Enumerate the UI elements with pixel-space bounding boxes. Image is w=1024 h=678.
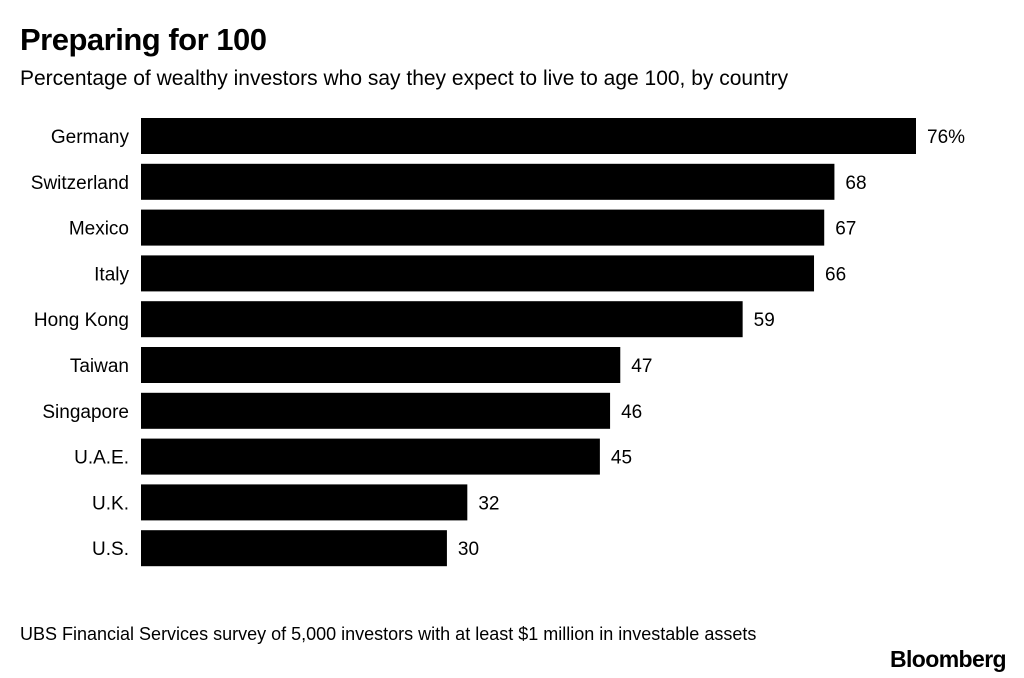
value-label: 59 [754, 310, 775, 331]
value-label: 45 [611, 448, 632, 469]
category-label: U.A.E. [74, 448, 129, 469]
bar-u-k [141, 484, 468, 521]
bar-mexico [141, 209, 825, 246]
value-label: 47 [631, 356, 652, 377]
category-label: Mexico [69, 219, 129, 240]
category-label: U.S. [92, 539, 129, 560]
bar-germany [141, 118, 916, 154]
value-label: 30 [458, 539, 479, 560]
bar-chart: Germany 76% Switzerland 68 Mexico 67 Italy 66 Ho… [31, 118, 965, 567]
value-label: 46 [621, 402, 642, 423]
bar-switzerland [141, 163, 835, 200]
bar-u-s [141, 530, 447, 567]
value-label: 66 [825, 264, 846, 285]
value-label: 68 [845, 173, 866, 194]
chart-subtitle: Percentage of wealthy investors who say … [20, 67, 789, 90]
bar-hong-kong [141, 301, 743, 338]
bar-italy [141, 255, 815, 292]
category-label: U.K. [92, 493, 129, 514]
value-label: 76% [927, 127, 965, 148]
category-label: Germany [51, 127, 130, 148]
value-label: 32 [478, 493, 499, 514]
category-label: Singapore [42, 402, 129, 423]
source-note: UBS Financial Services survey of 5,000 i… [20, 624, 757, 644]
category-label: Hong Kong [34, 310, 129, 331]
value-label: 67 [835, 219, 856, 240]
bar-u-a-e [141, 438, 600, 475]
category-label: Switzerland [31, 173, 129, 194]
bloomberg-logo: Bloomberg [890, 646, 1007, 672]
chart-title: Preparing for 100 [20, 22, 267, 57]
bar-taiwan [141, 347, 621, 383]
bar-singapore [141, 392, 611, 429]
category-label: Taiwan [70, 356, 129, 377]
category-label: Italy [94, 264, 129, 285]
